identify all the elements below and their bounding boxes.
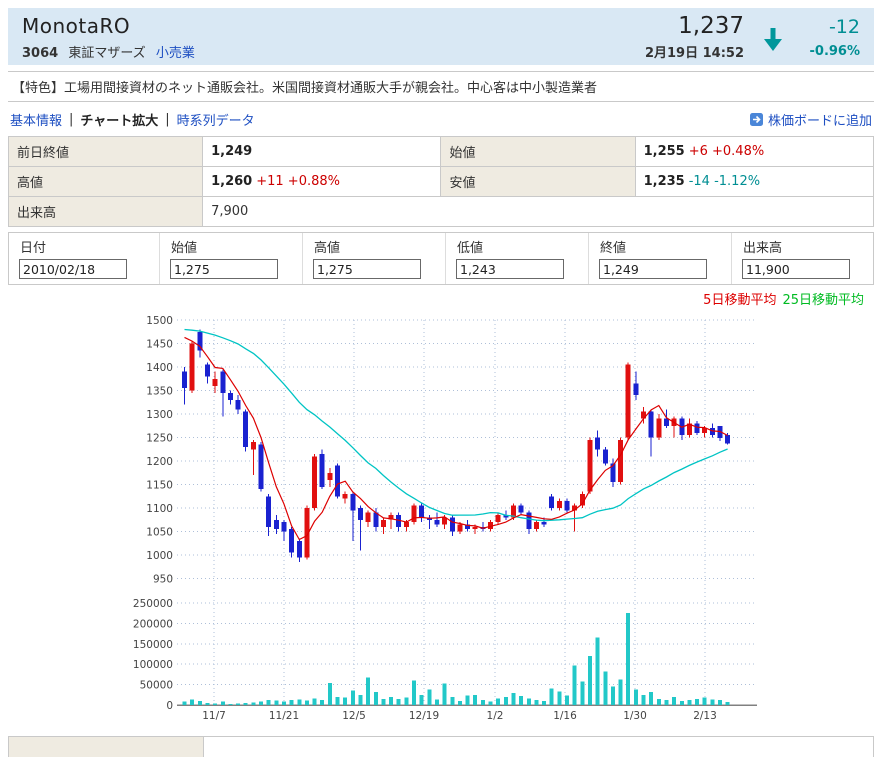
date-field-label: 日付 <box>20 241 47 256</box>
add-to-board-link[interactable]: 株価ボードに追加 <box>767 114 872 129</box>
svg-text:100000: 100000 <box>133 659 173 671</box>
stock-identity: MonotaRO 3064 東証マザーズ 小売業 <box>22 14 195 61</box>
table-row: 高値 1,260 +11 +0.88% 安値 1,235 -14 -1.12% <box>7 166 875 197</box>
svg-text:11/21: 11/21 <box>269 710 299 722</box>
volume-value: 7,900 <box>202 196 874 227</box>
ma-legend: 5日移動平均 25日移動平均 <box>8 285 874 310</box>
input-column-open: 始値 <box>159 233 302 284</box>
high-field-label: 高値 <box>314 241 341 256</box>
volume-field-label: 出来高 <box>743 241 783 256</box>
nav-separator: | <box>69 112 74 127</box>
open-input[interactable] <box>170 259 278 279</box>
low-label: 安値 <box>440 166 636 197</box>
svg-text:1500: 1500 <box>146 315 173 327</box>
price-change-percent: -0.96% <box>809 43 861 59</box>
stock-name: MonotaRO <box>22 13 131 38</box>
high-label: 高値 <box>7 166 204 197</box>
cutoff-value-cell <box>204 737 874 757</box>
svg-text:1/2: 1/2 <box>487 710 504 722</box>
down-arrow-icon <box>762 17 784 57</box>
svg-text:150000: 150000 <box>133 639 173 651</box>
svg-text:12/5: 12/5 <box>342 710 366 722</box>
stock-chart-svg: 1500 1450 1400 1350 1300 1250 1200 1150 1100 1050… <box>133 315 757 722</box>
svg-text:950: 950 <box>153 574 173 586</box>
svg-text:1050: 1050 <box>146 527 173 539</box>
svg-text:2/13: 2/13 <box>693 710 717 722</box>
svg-text:50000: 50000 <box>140 680 173 692</box>
input-column-high: 高値 <box>302 233 445 284</box>
svg-text:1250: 1250 <box>146 433 173 445</box>
stock-code: 3064 <box>22 45 59 61</box>
svg-text:1/16: 1/16 <box>553 710 577 722</box>
input-column-date: 日付 <box>9 233 159 284</box>
volume-input[interactable] <box>742 259 850 279</box>
current-price: 1,237 <box>678 13 744 39</box>
low-input[interactable] <box>456 259 564 279</box>
close-input[interactable] <box>599 259 707 279</box>
svg-text:200000: 200000 <box>133 618 173 630</box>
close-field-label: 終値 <box>600 241 627 256</box>
svg-text:1450: 1450 <box>146 339 173 351</box>
low-value: 1,235 -14 -1.12% <box>634 166 875 197</box>
quote-summary-table: 前日終値 1,249 始値 1,255 +6 +0.48% 高値 1,260 +11… <box>7 136 875 227</box>
prev-close-label: 前日終値 <box>7 136 204 167</box>
company-feature-text: 【特色】工場用間接資材のネット通販会社。米国間接資材通販大手が親会社。中心客は中… <box>8 71 874 102</box>
ohlc-input-panel: 日付 始値 高値 低値 終値 出来高 <box>8 232 874 285</box>
svg-text:12/19: 12/19 <box>409 710 439 722</box>
volume-label: 出来高 <box>7 196 204 227</box>
svg-text:0: 0 <box>166 700 173 712</box>
svg-text:1150: 1150 <box>146 480 173 492</box>
low-field-label: 低値 <box>457 241 484 256</box>
price-change: -12 <box>828 15 860 38</box>
svg-text:250000: 250000 <box>133 598 173 610</box>
ma5-legend-label: 5日移動平均 <box>703 293 777 308</box>
svg-text:1200: 1200 <box>146 456 173 468</box>
nav-chart-zoom: チャート拡大 <box>80 114 159 129</box>
svg-text:1000: 1000 <box>146 550 173 562</box>
svg-text:1300: 1300 <box>146 409 173 421</box>
table-row: 出来高 7,900 <box>7 196 874 227</box>
industry-link[interactable]: 小売業 <box>155 45 195 61</box>
stock-market: 東証マザーズ <box>68 45 146 61</box>
add-board-icon <box>749 113 763 126</box>
high-value: 1,260 +11 +0.88% <box>202 166 442 197</box>
svg-text:1400: 1400 <box>146 362 173 374</box>
stock-header: MonotaRO 3064 東証マザーズ 小売業 1,237 2月19日 14:… <box>8 8 874 65</box>
open-field-label: 始値 <box>171 241 198 256</box>
open-label: 始値 <box>440 136 636 167</box>
input-column-volume: 出来高 <box>731 233 873 284</box>
cutoff-table-row <box>8 736 874 757</box>
svg-text:1100: 1100 <box>146 503 173 515</box>
quote-nav: 基本情報 | チャート拡大 | 時系列データ 株価ボードに追加 <box>8 102 874 136</box>
stock-chart: 1500 1450 1400 1350 1300 1250 1200 1150 1100 1050… <box>132 310 874 732</box>
cutoff-label-cell <box>8 737 204 757</box>
nav-time-series[interactable]: 時系列データ <box>176 114 255 129</box>
high-input[interactable] <box>313 259 421 279</box>
ma25-legend-label: 25日移動平均 <box>782 293 864 308</box>
svg-text:11/7: 11/7 <box>202 710 226 722</box>
open-value: 1,255 +6 +0.48% <box>634 136 875 167</box>
input-column-close: 終値 <box>588 233 731 284</box>
nav-separator: | <box>165 112 170 127</box>
prev-close-value: 1,249 <box>202 136 442 167</box>
svg-text:1350: 1350 <box>146 386 173 398</box>
table-row: 前日終値 1,249 始値 1,255 +6 +0.48% <box>7 136 875 167</box>
input-column-low: 低値 <box>445 233 588 284</box>
quote-datetime: 2月19日 14:52 <box>644 46 744 61</box>
date-input[interactable] <box>19 259 127 279</box>
svg-text:1/30: 1/30 <box>623 710 647 722</box>
nav-basic-info[interactable]: 基本情報 <box>10 114 63 129</box>
